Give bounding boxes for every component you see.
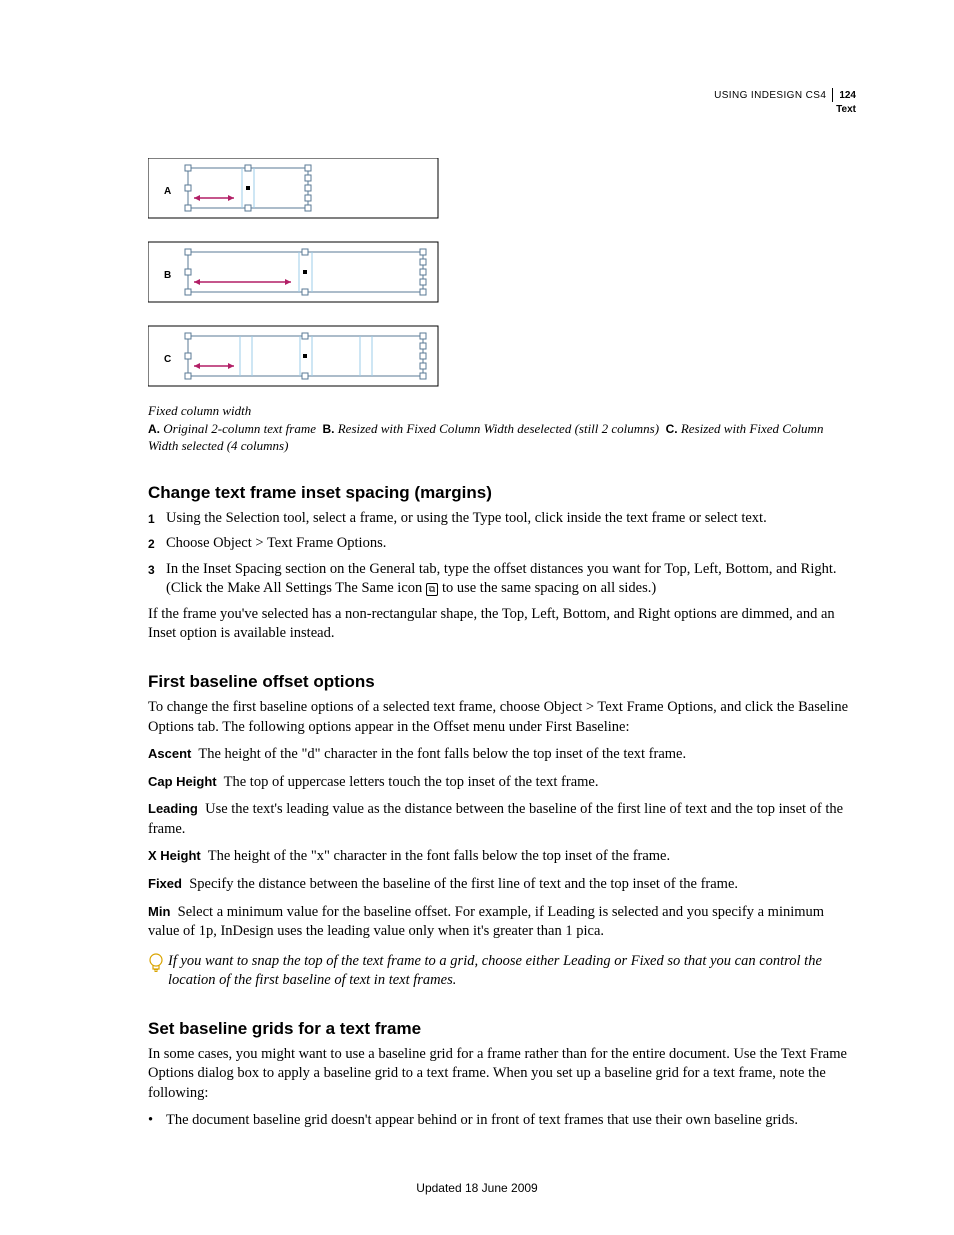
def-fixed: Fixed Specify the distance between the b… — [148, 875, 856, 895]
figure-fixed-column-width: A — [148, 158, 856, 455]
footer-updated: Updated 18 June 2009 — [0, 1181, 954, 1195]
step-number: 1 — [148, 509, 166, 527]
def-term: X Height — [148, 848, 201, 863]
caption-title: Fixed column width — [148, 402, 856, 420]
step-3: 3 In the Inset Spacing section on the Ge… — [148, 560, 856, 599]
svg-text:B: B — [164, 270, 171, 281]
step-number: 3 — [148, 560, 166, 578]
def-term: Cap Height — [148, 774, 217, 789]
def-leading: Leading Use the text's leading value as … — [148, 800, 856, 839]
caption-label-c: C. — [666, 422, 678, 436]
link-icon: ⧉ — [426, 583, 438, 596]
header-divider — [832, 88, 833, 102]
step-1: 1 Using the Selection tool, select a fra… — [148, 509, 856, 529]
def-min: Min Select a minimum value for the basel… — [148, 903, 856, 942]
header-section: Text — [714, 104, 856, 115]
step-number: 2 — [148, 534, 166, 552]
steps-list: 1 Using the Selection tool, select a fra… — [148, 509, 856, 599]
section1-after: If the frame you've selected has a non-r… — [148, 605, 856, 644]
heading-baseline-offset: First baseline offset options — [148, 672, 856, 692]
def-ascent: Ascent The height of the "d" character i… — [148, 745, 856, 765]
step-text: Choose Object > Text Frame Options. — [166, 534, 856, 554]
bullet-list: • The document baseline grid doesn't app… — [148, 1111, 856, 1131]
def-term: Ascent — [148, 746, 191, 761]
def-text: The height of the "x" character in the f… — [208, 848, 670, 864]
bullet-mark: • — [148, 1111, 166, 1131]
tip-block: If you want to snap the top of the text … — [148, 952, 856, 991]
def-term: Fixed — [148, 876, 182, 891]
figure-caption: Fixed column width A. Original 2-column … — [148, 402, 856, 455]
def-text: Select a minimum value for the baseline … — [148, 904, 824, 940]
lightbulb-icon — [148, 952, 168, 973]
bullet-text: The document baseline grid doesn't appea… — [166, 1111, 798, 1131]
caption-text-b: Resized with Fixed Column Width deselect… — [338, 421, 659, 436]
page-header: USING INDESIGN CS4 124 Text — [714, 88, 856, 115]
step-2: 2 Choose Object > Text Frame Options. — [148, 534, 856, 554]
def-capheight: Cap Height The top of uppercase letters … — [148, 773, 856, 793]
heading-baseline-grids: Set baseline grids for a text frame — [148, 1019, 856, 1039]
section3-intro: In some cases, you might want to use a b… — [148, 1045, 856, 1104]
step-text: In the Inset Spacing section on the Gene… — [166, 560, 856, 599]
def-text: Specify the distance between the baselin… — [189, 876, 738, 892]
page-number: 124 — [839, 90, 856, 101]
svg-text:A: A — [164, 186, 171, 197]
section2-intro: To change the first baseline options of … — [148, 698, 856, 737]
def-xheight: X Height The height of the "x" character… — [148, 847, 856, 867]
svg-text:C: C — [164, 354, 171, 365]
caption-text-a: Original 2-column text frame — [163, 421, 316, 436]
header-title: USING INDESIGN CS4 — [714, 90, 826, 101]
def-term: Min — [148, 904, 170, 919]
def-text: Use the text's leading value as the dist… — [148, 801, 843, 837]
step-text: Using the Selection tool, select a frame… — [166, 509, 856, 529]
def-text: The height of the "d" character in the f… — [198, 746, 686, 762]
step3-tail: to use the same spacing on all sides.) — [442, 580, 656, 596]
caption-label-a: A. — [148, 422, 160, 436]
caption-label-b: B. — [322, 422, 334, 436]
def-text: The top of uppercase letters touch the t… — [224, 774, 599, 790]
heading-inset-spacing: Change text frame inset spacing (margins… — [148, 483, 856, 503]
def-term: Leading — [148, 801, 198, 816]
bullet-item: • The document baseline grid doesn't app… — [148, 1111, 856, 1131]
page: USING INDESIGN CS4 124 Text A — [0, 0, 954, 1235]
figure-svg: A — [148, 158, 448, 396]
tip-text: If you want to snap the top of the text … — [168, 952, 856, 991]
